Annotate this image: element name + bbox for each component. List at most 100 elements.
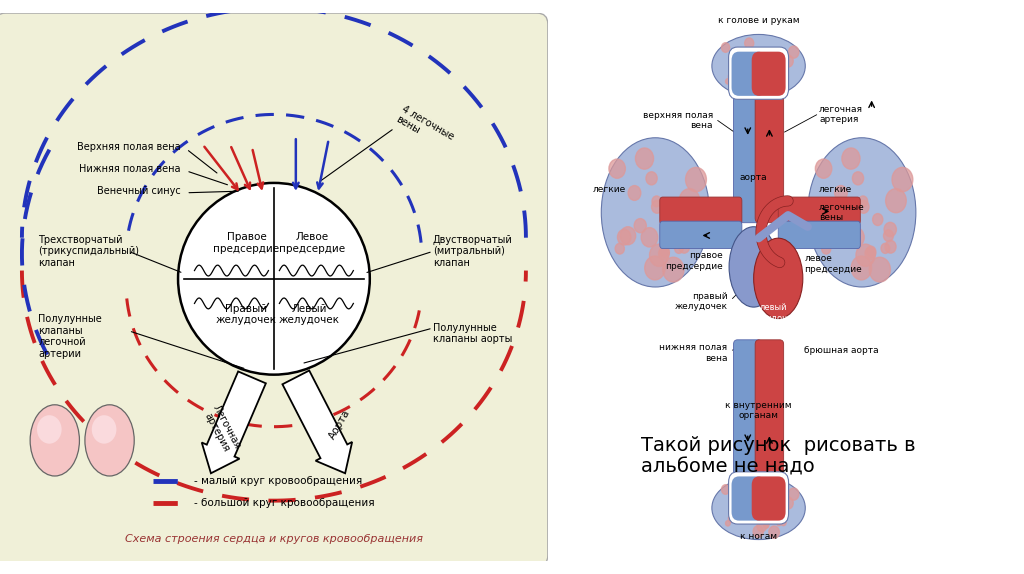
Ellipse shape [712,476,805,540]
Circle shape [758,502,763,509]
Circle shape [753,526,763,537]
Text: нижняя полая
вена: нижняя полая вена [659,343,728,363]
Text: к голове и рукам: к голове и рукам [718,15,800,25]
Circle shape [866,246,876,257]
FancyBboxPatch shape [733,87,762,223]
Text: Легочная
артерия: Легочная артерия [201,403,243,456]
Circle shape [872,214,883,226]
Circle shape [636,148,653,169]
Circle shape [783,55,794,67]
FancyBboxPatch shape [752,52,785,96]
Circle shape [763,80,769,87]
Text: Аорта: Аорта [328,408,352,440]
Ellipse shape [30,405,80,476]
Circle shape [842,148,860,169]
Circle shape [178,183,370,375]
Text: Левое
предсердие: Левое предсердие [280,232,345,254]
FancyBboxPatch shape [729,472,788,524]
Circle shape [780,519,786,526]
Text: 4 легочные
вены: 4 легочные вены [394,104,456,152]
Text: Полулунные
клапаны
легочной
артерии: Полулунные клапаны легочной артерии [38,314,102,359]
Circle shape [764,522,769,528]
Text: Левый
желудочек: Левый желудочек [279,304,340,325]
Circle shape [851,256,871,280]
FancyArrow shape [283,370,352,474]
FancyBboxPatch shape [0,13,548,567]
Ellipse shape [712,34,805,98]
Circle shape [753,490,758,497]
Circle shape [769,84,779,96]
Text: брюшная аорта: брюшная аорта [804,346,879,355]
Text: легочные
вены: легочные вены [819,203,865,222]
Circle shape [652,196,662,207]
Circle shape [750,72,758,82]
Ellipse shape [754,238,803,319]
Circle shape [722,42,730,52]
Circle shape [737,54,743,61]
Text: легкие: легкие [593,185,626,194]
Circle shape [758,60,763,67]
Circle shape [777,79,781,84]
Text: правое
предсердие: правое предсердие [665,251,723,271]
Circle shape [757,79,767,90]
FancyBboxPatch shape [755,87,783,223]
Circle shape [744,38,754,49]
Circle shape [659,246,670,257]
FancyBboxPatch shape [731,52,766,96]
Circle shape [658,247,670,259]
Circle shape [881,243,890,254]
Circle shape [722,484,730,494]
Ellipse shape [85,405,134,476]
FancyBboxPatch shape [755,340,783,475]
Text: правый
желудочек: правый желудочек [675,292,728,311]
Circle shape [677,230,687,242]
Text: - большой круг кровообращения: - большой круг кровообращения [195,498,375,509]
Circle shape [726,79,730,84]
Circle shape [783,497,794,509]
Circle shape [779,73,784,79]
Text: - малый круг кровообращения: - малый круг кровообращения [195,476,362,487]
Circle shape [634,219,646,233]
Circle shape [779,515,784,521]
Circle shape [621,227,636,245]
Circle shape [651,200,663,214]
Ellipse shape [92,415,117,444]
Text: Верхняя полая вена: Верхняя полая вена [77,142,181,152]
Ellipse shape [729,227,778,307]
Circle shape [726,521,730,526]
Circle shape [645,256,666,280]
Text: Нижняя полая вена: Нижняя полая вена [79,164,181,174]
Circle shape [764,80,769,86]
FancyArrow shape [202,371,266,474]
Text: верхняя полая
вена: верхняя полая вена [643,111,713,130]
Text: Трехстворчатый
(трикуспидальный)
клапан: Трехстворчатый (трикуспидальный) клапан [38,235,139,268]
Circle shape [858,196,867,207]
Circle shape [777,521,781,526]
Circle shape [885,241,896,253]
Text: к ногам: к ногам [740,532,777,541]
Circle shape [858,200,869,214]
FancyBboxPatch shape [733,340,762,475]
Circle shape [770,66,775,72]
Circle shape [757,521,767,532]
Circle shape [835,185,847,200]
FancyBboxPatch shape [729,47,788,99]
Circle shape [646,172,657,185]
Circle shape [731,71,738,80]
Circle shape [728,72,735,80]
Circle shape [770,508,775,514]
Circle shape [753,84,763,95]
Circle shape [884,230,893,242]
Ellipse shape [808,138,915,287]
Circle shape [628,185,641,200]
Circle shape [869,257,891,282]
Text: левое
предсердие: левое предсердие [804,254,862,274]
Circle shape [852,172,863,185]
Circle shape [615,243,625,254]
Circle shape [824,230,838,245]
Ellipse shape [601,138,710,287]
FancyBboxPatch shape [778,197,860,224]
Circle shape [826,227,842,245]
Circle shape [753,48,758,55]
Circle shape [758,501,762,506]
